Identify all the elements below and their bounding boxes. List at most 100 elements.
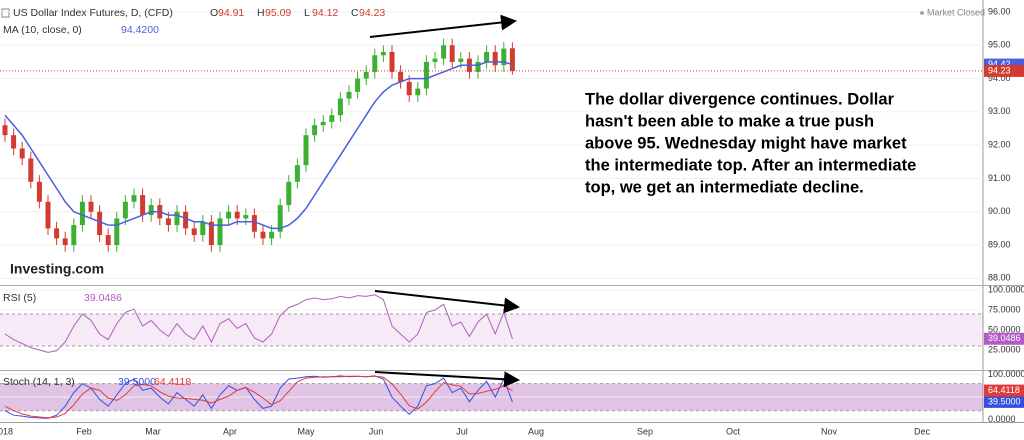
- trend-arrow: [374, 371, 520, 388]
- candle-body: [398, 71, 404, 82]
- candle-body: [458, 58, 464, 62]
- price-tag: [984, 395, 1024, 408]
- trend-arrow: [369, 14, 517, 38]
- candle-body: [337, 98, 343, 116]
- y-tick-label: 88.00: [988, 273, 1011, 283]
- price-tag-label: 64.4118: [988, 385, 1020, 395]
- ma-value: 94.4200: [121, 24, 159, 36]
- candle-body: [79, 201, 85, 226]
- annotation-line: above 95. Wednesday might have market: [585, 134, 907, 152]
- candle-body: [312, 125, 318, 136]
- ohlc-key: L: [304, 7, 310, 19]
- candle-body: [45, 201, 51, 229]
- price-tag: [984, 64, 1024, 77]
- indicator-value: 64.4118: [154, 376, 191, 388]
- x-tick-label: Dec: [914, 426, 931, 436]
- candle-body: [54, 228, 60, 239]
- indicator-value: 39.0486: [84, 292, 122, 304]
- y-tick-label: 91.00: [988, 173, 1011, 183]
- chart-title: US Dollar Index Futures, D, (CFD): [13, 7, 173, 19]
- line-series: [4, 294, 513, 353]
- candle-body: [294, 165, 300, 182]
- y-tick-label: 93.00: [988, 106, 1011, 116]
- y-tick-label: 96.00: [988, 6, 1011, 16]
- logo: Investing.com: [10, 261, 104, 277]
- candle-body: [36, 181, 42, 202]
- x-tick-label: Aug: [528, 426, 544, 436]
- x-tick-label: Jul: [456, 426, 468, 436]
- candle-body: [269, 231, 275, 239]
- line-series: [4, 61, 513, 230]
- candle-body: [131, 195, 137, 202]
- y-tick-label: 0.0000: [988, 414, 1016, 424]
- candle-body: [320, 121, 326, 126]
- ohlc-value: 95.09: [265, 7, 291, 19]
- candle-body: [441, 45, 447, 59]
- candle-body: [88, 201, 94, 212]
- x-tick-label: Apr: [223, 426, 237, 436]
- indicator-title: Stoch (14, 1, 3): [3, 376, 75, 388]
- candle-body: [406, 81, 412, 96]
- x-tick-label: May: [297, 426, 315, 436]
- candle-body: [251, 215, 257, 232]
- line-series: [4, 375, 513, 419]
- x-tick-label: 2018: [0, 426, 13, 436]
- y-tick-label: 25.0000: [988, 344, 1021, 354]
- ohlc-key: H: [257, 7, 265, 19]
- candle-body: [97, 211, 103, 236]
- candle-body: [415, 88, 421, 96]
- y-tick-label: 100.0000: [988, 284, 1024, 294]
- annotation-line: top, we get an intermediate decline.: [585, 178, 864, 196]
- ohlc-value: 94.12: [312, 7, 338, 19]
- annotation-line: hasn't been able to make a true push: [585, 112, 874, 130]
- ohlc-value: 94.23: [359, 7, 385, 19]
- candle-body: [449, 45, 455, 62]
- x-tick-label: Nov: [821, 426, 838, 436]
- x-tick-label: Mar: [145, 426, 161, 436]
- candle-body: [501, 48, 507, 66]
- y-tick-label: 94.00: [988, 73, 1011, 83]
- symbol-icon[interactable]: [1, 8, 10, 18]
- candle-body: [389, 51, 395, 72]
- candle-body: [200, 221, 206, 236]
- x-tick-label: Oct: [726, 426, 741, 436]
- candle-body: [174, 211, 180, 226]
- price-tag: [984, 332, 1024, 345]
- price-tag-label: 39.0486: [988, 333, 1021, 343]
- candle-body: [484, 51, 490, 62]
- candle-body: [380, 51, 386, 56]
- x-tick-label: Jun: [369, 426, 384, 436]
- candle-body: [329, 115, 335, 122]
- indicator-title: RSI (5): [3, 292, 36, 304]
- y-tick-label: 50.0000: [988, 324, 1021, 334]
- y-tick-label: 90.00: [988, 206, 1011, 216]
- y-tick-label: 100.0000: [988, 369, 1024, 379]
- y-tick-label: 95.00: [988, 40, 1011, 50]
- candle-body: [432, 58, 438, 62]
- candle-body: [148, 205, 154, 216]
- candle-body: [363, 71, 369, 79]
- candle-body: [234, 211, 240, 219]
- y-tick-label: 89.00: [988, 239, 1011, 249]
- candle-body: [277, 205, 283, 232]
- candle-body: [423, 61, 429, 89]
- x-tick-label: Sep: [637, 426, 653, 436]
- x-tick-label: Feb: [76, 426, 92, 436]
- price-tag: [984, 384, 1024, 397]
- candle-body: [105, 235, 111, 246]
- candle-body: [260, 231, 266, 239]
- y-tick-label: 75.0000: [988, 304, 1021, 314]
- candle-body: [165, 218, 171, 226]
- candle-body: [372, 55, 378, 72]
- candle-body: [2, 125, 8, 136]
- candle-body: [509, 48, 515, 71]
- candle-body: [355, 78, 361, 92]
- candle-body: [217, 218, 223, 246]
- candle-body: [226, 211, 232, 219]
- market-status: Market Closed: [927, 7, 985, 17]
- candle-body: [11, 135, 17, 149]
- ohlc-value: 94.91: [218, 7, 244, 19]
- candle-body: [346, 91, 352, 99]
- y-tick-label: 92.00: [988, 140, 1011, 150]
- candle-body: [28, 158, 34, 182]
